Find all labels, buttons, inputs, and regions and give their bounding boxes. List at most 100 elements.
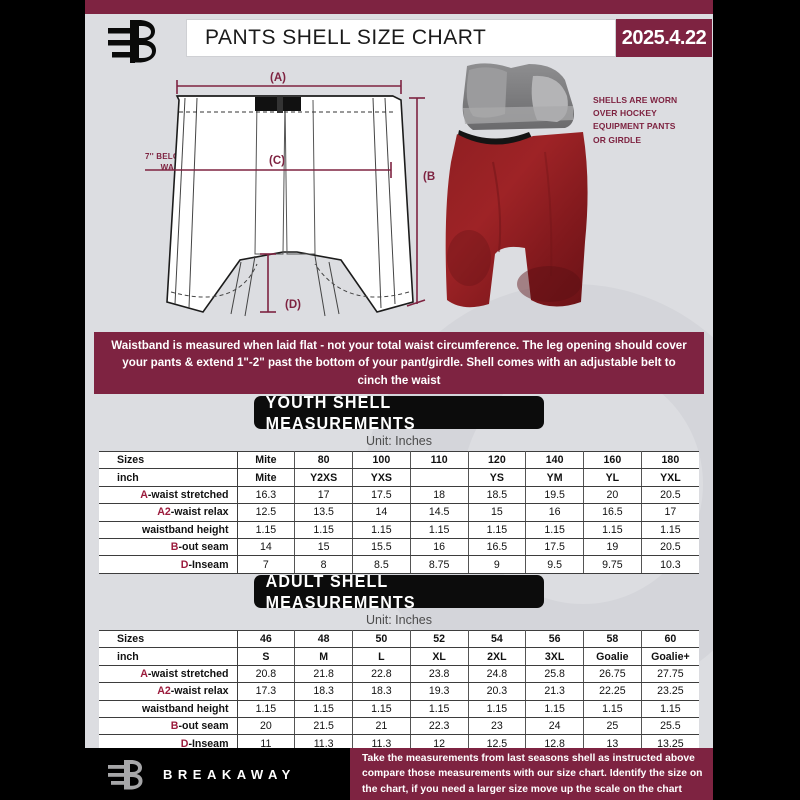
row-marker: A2 — [157, 685, 171, 698]
table-cell: Mite — [237, 468, 296, 487]
table-cell: 23.8 — [410, 665, 469, 684]
youth-section: YOUTH SHELL MEASUREMENTS Unit: Inches Si… — [85, 392, 713, 574]
table-cell: 1.15 — [641, 521, 699, 539]
chart-sheet: PANTS SHELL SIZE CHART 2025.4.22 7'' BEL… — [85, 14, 713, 748]
table-cell: 15.5 — [352, 538, 411, 557]
table-cell: 110 — [410, 450, 469, 470]
marker-b-label: (B) — [423, 171, 435, 183]
table-cell: 1.15 — [410, 521, 469, 539]
table-cell: YL — [583, 468, 642, 487]
row-label: B-out seam — [99, 538, 238, 557]
table-cell: 9.75 — [583, 555, 642, 574]
row-marker: A — [140, 667, 148, 680]
table-cell: 21.8 — [294, 665, 353, 684]
table-cell: 1.15 — [583, 521, 642, 539]
table-cell: 19.5 — [525, 486, 584, 505]
table-cell: 27.75 — [641, 665, 699, 684]
table-cell: 26.75 — [583, 665, 642, 684]
table-cell: 160 — [583, 450, 642, 470]
table-row: inch Mite Y2XS YXS YS YM YL YXL — [99, 468, 699, 487]
adult-table-body: Sizes 46 48 50 52 54 56 58 60 inch S M L XL 2XL 3XL Goal… — [99, 629, 699, 748]
table-cell: 11 — [237, 734, 296, 748]
table-cell: 16.5 — [583, 503, 642, 522]
table-cell: 14 — [352, 503, 411, 522]
table-cell: 14 — [237, 538, 296, 557]
measurement-info-text: Waistband is measured when laid flat - n… — [111, 338, 687, 387]
page-footer: BREAKAWAY Take the measurements from las… — [85, 748, 713, 800]
marker-d-label: (D) — [285, 299, 301, 311]
table-cell: 10.3 — [641, 555, 699, 574]
page-title: PANTS SHELL SIZE CHART — [186, 19, 616, 57]
table-cell: 1.15 — [468, 521, 527, 539]
breakaway-b-logo-footer-icon — [108, 760, 143, 790]
table-cell: 54 — [468, 629, 527, 649]
row-label: D-Inseam — [99, 555, 238, 574]
table-row: A2-waist relax 12.5 13.5 14 14.5 15 16 16.5 17 — [99, 503, 699, 522]
table-row: waistband height 1.15 1.15 1.15 1.15 1.15 1.15… — [99, 521, 699, 539]
row-label: A2-waist relax — [99, 682, 238, 701]
measurement-info-banner: Waistband is measured when laid flat - n… — [94, 332, 704, 394]
row-label: waistband height — [99, 521, 238, 539]
table-cell: YS — [468, 468, 527, 487]
table-cell: 18.3 — [294, 682, 353, 701]
table-cell: 13.25 — [641, 734, 699, 748]
table-cell: 80 — [294, 450, 353, 470]
table-cell: 180 — [641, 450, 699, 470]
table-cell: L — [352, 647, 411, 666]
table-cell: 21.3 — [525, 682, 584, 701]
table-cell: 17 — [294, 486, 353, 505]
table-cell: 7 — [237, 555, 296, 574]
product-photo-shell — [445, 63, 588, 308]
table-cell: 20.8 — [237, 665, 296, 684]
table-cell: 20.5 — [641, 486, 699, 505]
table-cell: XL — [410, 647, 469, 666]
table-cell: 8.5 — [352, 555, 411, 574]
table-row: B-out seam 20 21.5 21 22.3 23 24 25 25.5 — [99, 717, 699, 736]
table-cell: 24 — [525, 717, 584, 736]
table-cell: 1.15 — [410, 700, 469, 718]
table-cell: S — [237, 647, 296, 666]
table-cell: 16.3 — [237, 486, 296, 505]
row-marker: D — [180, 558, 189, 571]
table-row: Sizes 46 48 50 52 54 56 58 60 — [99, 629, 699, 649]
table-cell: 1.15 — [237, 700, 296, 718]
table-cell: 48 — [294, 629, 353, 649]
adult-section: ADULT SHELL MEASUREMENTS Unit: Inches Si… — [85, 571, 713, 748]
table-row: B-out seam 14 15 15.5 16 16.5 17.5 19 20.5 — [99, 538, 699, 557]
shell-usage-note: SHELLS ARE WORN OVER HOCKEY EQUIPMENT PANT… — [593, 95, 678, 145]
table-cell: 1.15 — [641, 700, 699, 718]
waist-reference-line2: WAIST — [160, 162, 187, 172]
table-cell: 22.25 — [583, 682, 642, 701]
table-cell: 9.5 — [525, 555, 584, 574]
table-row: A-waist stretched 20.8 21.8 22.8 23.8 24.8 25.… — [99, 665, 699, 684]
footer-brand-name: BREAKAWAY — [163, 766, 296, 782]
table-cell: 12.5 — [237, 503, 296, 522]
table-cell: 16 — [525, 503, 584, 522]
page-header: PANTS SHELL SIZE CHART 2025.4.22 — [85, 14, 713, 63]
table-cell: 18.5 — [468, 486, 527, 505]
top-accent-strip — [85, 0, 713, 14]
table-cell: 14.5 — [410, 503, 469, 522]
table-cell: 1.15 — [352, 700, 411, 718]
table-cell: 1.15 — [468, 700, 527, 718]
table-row: A2-waist relax 17.3 18.3 18.3 19.3 20.3 21.3 22… — [99, 682, 699, 701]
table-cell: 17.5 — [525, 538, 584, 557]
table-cell: 2XL — [468, 647, 527, 666]
table-cell: Mite — [237, 450, 296, 470]
row-label: B-out seam — [99, 717, 238, 736]
table-cell: 52 — [410, 629, 469, 649]
row-marker: B — [170, 541, 179, 554]
row-marker: A2 — [157, 506, 171, 519]
table-cell: 100 — [352, 450, 411, 470]
row-label: inch — [99, 468, 238, 487]
table-cell: 20 — [583, 486, 642, 505]
table-cell: 140 — [525, 450, 584, 470]
table-cell: 50 — [352, 629, 411, 649]
row-label: A2-waist relax — [99, 503, 238, 522]
row-label: waistband height — [99, 700, 238, 718]
footer-instructions: Take the measurements from last seasons … — [350, 748, 713, 800]
row-label: A-waist stretched — [99, 665, 238, 684]
table-cell: 16 — [410, 538, 469, 557]
table-cell: 13.5 — [294, 503, 353, 522]
table-cell: YXL — [641, 468, 699, 487]
